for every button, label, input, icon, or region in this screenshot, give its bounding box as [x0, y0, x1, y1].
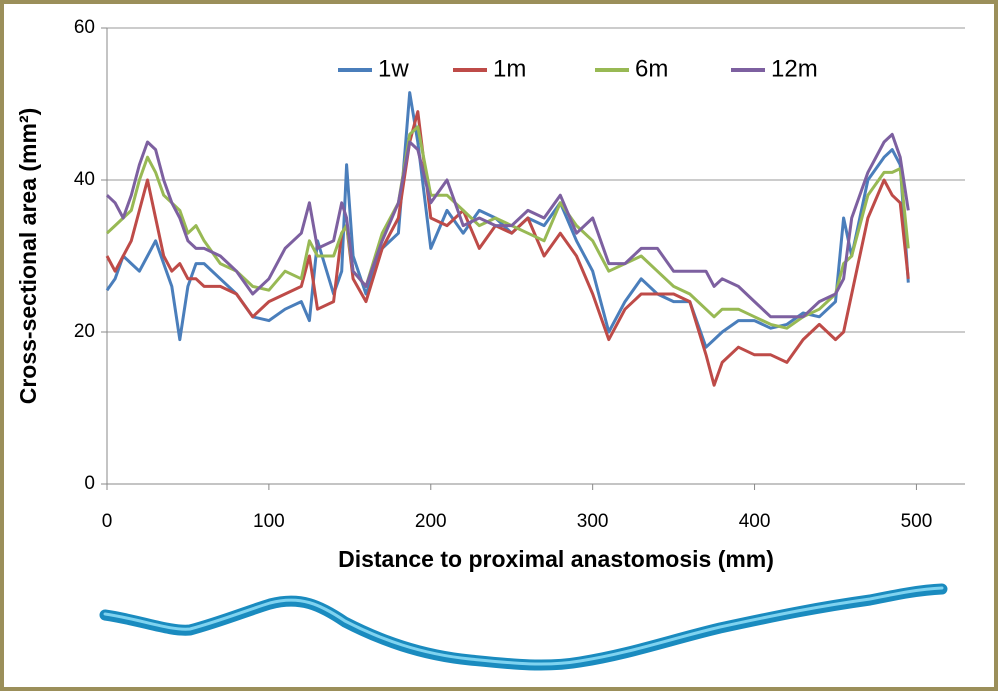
x-tick-label: 300 — [577, 511, 609, 532]
x-axis-title: Distance to proximal anastomosis (mm) — [338, 546, 774, 572]
y-tick-label: 0 — [84, 473, 95, 494]
x-tick-label: 100 — [253, 511, 285, 532]
legend-label: 1w — [378, 55, 409, 82]
x-tick-label: 500 — [901, 511, 933, 532]
chart: Distance to proximal anastomosis (mm) Cr… — [0, 0, 998, 691]
x-tick-label: 0 — [102, 511, 113, 532]
y-tick-label: 20 — [74, 321, 95, 342]
y-axis-title: Cross-sectional area (mm²) — [15, 108, 41, 405]
legend-label: 6m — [635, 55, 668, 82]
legend-label: 12m — [771, 55, 818, 82]
y-tick-label: 40 — [74, 169, 95, 190]
legend-label: 1m — [493, 55, 526, 82]
y-tick-label: 60 — [74, 17, 95, 38]
x-tick-label: 400 — [739, 511, 771, 532]
frame — [2, 2, 996, 689]
x-tick-label: 200 — [415, 511, 447, 532]
